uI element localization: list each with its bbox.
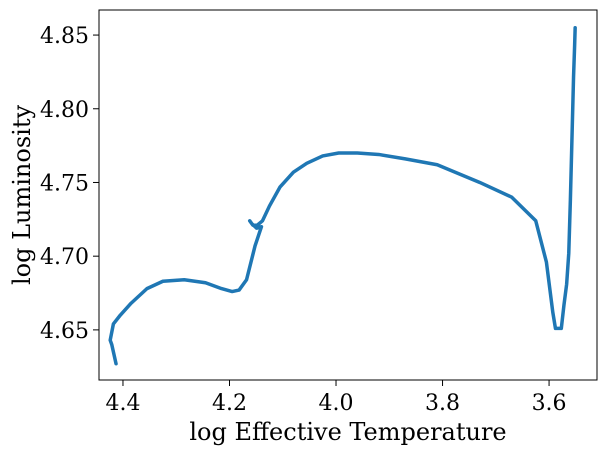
y-tick-label: 4.65 xyxy=(40,319,89,344)
plot-frame xyxy=(98,9,598,381)
y-axis-ticks: 4.65 4.70 4.75 4.80 4.85 xyxy=(40,24,99,344)
x-tick-label: 4.0 xyxy=(319,391,354,416)
y-tick-label: 4.75 xyxy=(40,171,89,196)
x-tick-label: 3.8 xyxy=(425,391,460,416)
y-tick-label: 4.80 xyxy=(40,98,89,123)
x-axis-label: log Effective Temperature xyxy=(189,418,506,446)
x-tick-label: 3.6 xyxy=(532,391,567,416)
y-tick-label: 4.70 xyxy=(40,245,89,270)
x-tick-label: 4.2 xyxy=(212,391,247,416)
x-axis-ticks: 4.4 4.2 4.0 3.8 3.6 xyxy=(105,380,567,416)
x-tick-label: 4.4 xyxy=(105,391,140,416)
series-line xyxy=(108,25,577,366)
y-tick-label: 4.85 xyxy=(40,24,89,49)
y-axis-label: log Luminosity xyxy=(8,105,36,285)
plot-layer xyxy=(108,25,577,366)
